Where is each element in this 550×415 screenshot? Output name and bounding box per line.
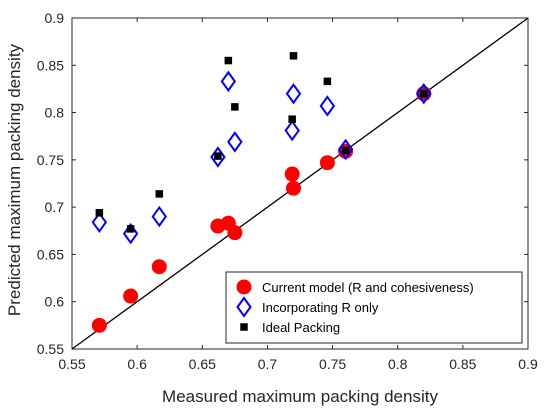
legend: Current model (R and cohesiveness) Incorp… [225,271,523,344]
r-only-point [91,211,108,233]
y-tick-label: 0.6 [45,294,65,310]
x-tick-label: 0.8 [388,356,408,372]
r-only-point [285,82,302,105]
ideal-packing-point [155,190,164,198]
y-tick-label: 0.85 [37,57,64,73]
legend-marker [236,279,252,295]
ideal-packing-point [231,103,239,111]
plot-area: 0.55 0.6 0.65 0.7 0.75 0.8 0.85 0.9 0.55 0.6 0.65 0… [37,10,538,372]
current-model-point [319,155,335,171]
x-tick-label: 0.7 [258,356,278,372]
r-only-point [337,138,354,161]
x-tick-label: 0.9 [518,356,538,372]
y-tick-label: 0.65 [37,246,64,262]
y-tick-label: 0.75 [37,152,64,168]
series-3 [95,52,428,233]
series-2 [91,70,432,245]
current-model-point [285,180,301,196]
x-tick-label: 0.6 [127,356,147,372]
legend-label: Incorporating R only [262,300,379,315]
r-only-point [122,222,139,245]
identity-line [71,17,529,350]
r-only-point [284,119,300,142]
y-axis-title: Predicted maximum packing density [5,43,24,316]
y-tick-label: 0.8 [45,105,65,121]
ideal-packing-point [323,77,332,86]
x-tick-label: 0.85 [449,356,476,372]
ideal-packing-point [288,115,296,123]
legend-label: Current model (R and cohesiveness) [262,280,474,295]
y-tick-label: 0.9 [45,10,65,26]
legend-marker [240,323,248,331]
legend-box [225,271,523,344]
legend-label: Ideal Packing [262,320,340,335]
ideal-packing-point [224,56,233,65]
current-model-point [123,288,139,304]
ideal-packing-point [214,152,222,160]
r-only-point [227,131,243,153]
x-axis-title: Measured maximum packing density [162,387,438,406]
x-tick-label: 0.75 [319,356,346,372]
x-tick-label: 0.55 [58,356,85,372]
ideal-packing-point [420,89,428,98]
ideal-packing-point [95,209,104,217]
current-model-point [91,317,107,333]
r-only-point [210,146,226,168]
x-tick-label: 0.65 [189,356,216,372]
current-model-point [151,259,167,275]
r-only-point [416,82,432,105]
current-model-point [284,166,300,182]
ideal-packing-point [289,52,298,60]
ideal-packing-point [126,225,135,233]
ideal-packing-point [341,146,350,155]
y-tick-label: 0.55 [37,341,64,357]
y-tick-label: 0.7 [45,199,65,215]
r-only-point [319,95,336,117]
legend-marker [236,296,252,318]
r-only-point [220,70,237,93]
r-only-point [151,205,168,228]
current-model-point [227,225,243,241]
